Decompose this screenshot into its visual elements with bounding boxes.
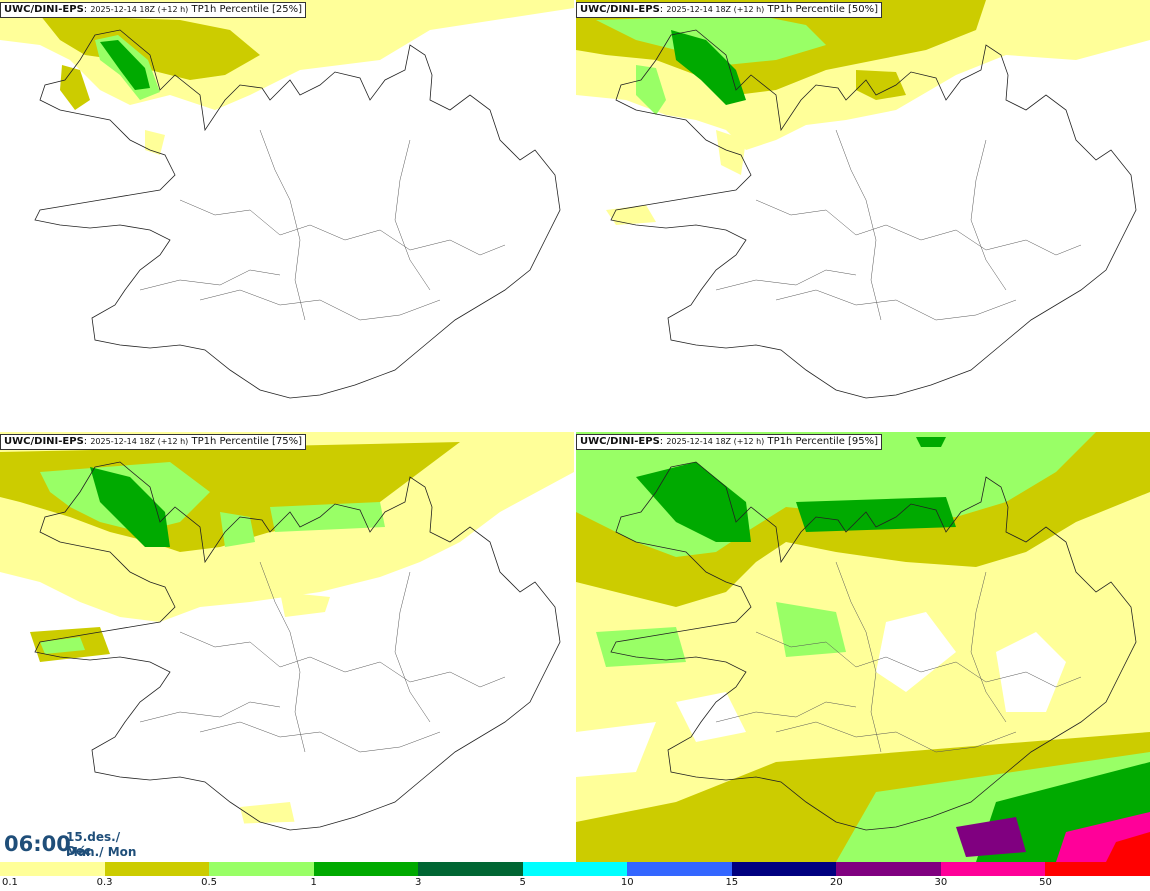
colorbar-swatch <box>522 862 628 876</box>
colorbar-swatch <box>836 862 941 876</box>
map-panel-p75: UWC/DINI-EPS: 2025-12-14 18Z (+12 h) TP1… <box>0 432 574 862</box>
panel-divider-horizontal <box>0 430 1150 432</box>
colorbar-tick-label: 50 <box>1039 877 1052 888</box>
colorbar-tick-label: 5 <box>519 877 526 888</box>
colorbar-swatch <box>940 862 1046 876</box>
colorbar-swatch <box>1045 862 1150 876</box>
run-time: 2025-12-14 18Z (+12 h) <box>666 5 765 14</box>
run-time: 2025-12-14 18Z (+12 h) <box>90 437 189 446</box>
colorbar-tick-label: 0.5 <box>201 877 218 888</box>
colorbar-tick-label: 0.3 <box>96 877 113 888</box>
colorbar-tick-label: 3 <box>414 877 422 888</box>
colorbar-swatch <box>104 862 210 876</box>
precip-field <box>0 432 574 862</box>
panel-title: UWC/DINI-EPS: 2025-12-14 18Z (+12 h) TP1… <box>576 2 883 18</box>
run-time: 2025-12-14 18Z (+12 h) <box>666 437 765 446</box>
colorbar-tick-label: 1 <box>310 877 317 888</box>
panel-title: UWC/DINI-EPS: 2025-12-14 18Z (+12 h) TP1… <box>0 2 307 18</box>
field-label: TP1h Percentile [25%] <box>191 4 303 15</box>
colorbar-swatch <box>627 862 732 876</box>
field-label: TP1h Percentile [50%] <box>767 4 879 15</box>
colorbar <box>0 862 1150 876</box>
colorbar-swatch <box>209 862 314 876</box>
panel-title: UWC/DINI-EPS: 2025-12-14 18Z (+12 h) TP1… <box>576 434 883 450</box>
precip-field <box>576 0 1150 399</box>
model-name: UWC/DINI-EPS <box>4 436 84 447</box>
valid-weekday: Mán./ Mon <box>66 845 137 859</box>
valid-date: 15.des./ Dec <box>66 830 121 858</box>
colorbar-swatch <box>418 862 523 876</box>
colorbar-swatch <box>313 862 419 876</box>
colorbar-swatch <box>731 862 837 876</box>
precip-field <box>576 432 1150 862</box>
valid-time: 06:00 <box>4 832 71 856</box>
map-panel-p25: UWC/DINI-EPS: 2025-12-14 18Z (+12 h) TP1… <box>0 0 574 430</box>
model-name: UWC/DINI-EPS <box>580 4 660 15</box>
map-panel-p95: UWC/DINI-EPS: 2025-12-14 18Z (+12 h) TP1… <box>576 432 1150 862</box>
model-name: UWC/DINI-EPS <box>580 436 660 447</box>
valid-time-box: 06:00 15.des./ Dec Mán./ Mon <box>0 826 140 862</box>
field-label: TP1h Percentile [75%] <box>191 436 303 447</box>
colorbar-tick-label: 10 <box>620 877 634 888</box>
precip-field <box>0 0 574 399</box>
colorbar-tick-label: 0.1 <box>2 877 18 888</box>
colorbar-swatch <box>0 862 105 876</box>
map-panel-p50: UWC/DINI-EPS: 2025-12-14 18Z (+12 h) TP1… <box>576 0 1150 430</box>
run-time: 2025-12-14 18Z (+12 h) <box>90 5 189 14</box>
colorbar-ticks: 0.1 0.3 0.5 1 3 5 10 15 20 30 50 <box>0 876 1150 891</box>
model-name: UWC/DINI-EPS <box>4 4 84 15</box>
colorbar-tick-label: 15 <box>725 877 739 888</box>
field-label: TP1h Percentile [95%] <box>767 436 879 447</box>
colorbar-tick-label: 20 <box>829 877 843 888</box>
colorbar-tick-label: 30 <box>934 877 948 888</box>
panel-title: UWC/DINI-EPS: 2025-12-14 18Z (+12 h) TP1… <box>0 434 307 450</box>
